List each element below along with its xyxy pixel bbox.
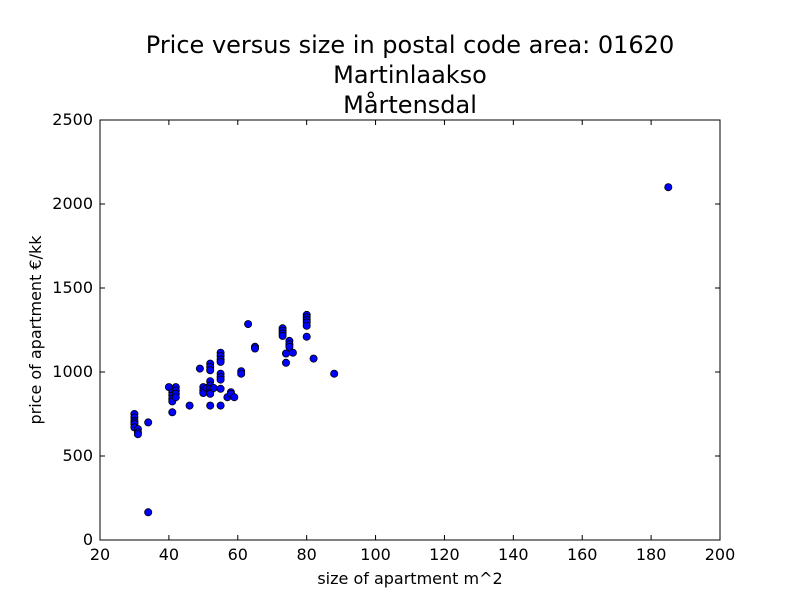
x-tick-label: 20 <box>90 545 110 564</box>
x-tick-label: 140 <box>498 545 529 564</box>
data-points <box>130 183 673 517</box>
data-point <box>206 389 215 398</box>
x-tick-label: 40 <box>159 545 179 564</box>
data-point <box>664 183 673 192</box>
data-point <box>250 344 259 353</box>
data-point <box>216 357 225 366</box>
y-tick-label: 2500 <box>52 110 93 129</box>
data-point <box>216 384 225 393</box>
x-tick-label: 120 <box>429 545 460 564</box>
x-axis-label: size of apartment m^2 <box>317 569 502 588</box>
data-point <box>281 358 290 367</box>
data-point <box>285 342 294 351</box>
y-tick-label: 1000 <box>52 362 93 381</box>
data-point <box>144 418 153 427</box>
x-tick-label: 200 <box>705 545 736 564</box>
data-point <box>330 369 339 378</box>
data-point <box>206 401 215 410</box>
data-point <box>144 508 153 517</box>
data-point <box>216 401 225 410</box>
x-tick-label: 100 <box>360 545 391 564</box>
x-tick-label: 80 <box>296 545 316 564</box>
y-tick-label: 500 <box>62 446 93 465</box>
data-point <box>195 364 204 373</box>
data-point <box>244 320 253 329</box>
y-tick-label: 2000 <box>52 194 93 213</box>
data-point <box>216 375 225 384</box>
data-point <box>288 348 297 357</box>
y-tick-label: 1500 <box>52 278 93 297</box>
y-axis-ticks: 0 500 1000 1500 2000 2500 <box>52 110 720 549</box>
x-tick-label: 180 <box>636 545 667 564</box>
data-point <box>281 349 290 358</box>
data-point <box>278 331 287 340</box>
chart-title-line-1: Price versus size in postal code area: 0… <box>146 31 674 59</box>
data-point <box>309 354 318 363</box>
x-axis-ticks: 20 40 60 80 100 120 140 160 180 200 <box>90 120 735 564</box>
data-point <box>302 321 311 330</box>
data-point <box>185 401 194 410</box>
data-point <box>206 366 215 375</box>
data-point <box>302 332 311 341</box>
y-axis-label: price of apartment €/kk <box>26 235 45 425</box>
data-point <box>237 369 246 378</box>
chart-title-line-3: Mårtensdal <box>343 90 477 119</box>
data-point <box>133 430 142 439</box>
chart-title-line-2: Martinlaakso <box>333 61 487 89</box>
x-tick-label: 160 <box>567 545 598 564</box>
data-point <box>171 393 180 402</box>
y-tick-label: 0 <box>83 530 93 549</box>
plot-frame <box>99 119 721 541</box>
data-point <box>209 383 218 392</box>
data-point <box>230 393 239 402</box>
x-tick-label: 60 <box>228 545 248 564</box>
data-point <box>168 408 177 417</box>
